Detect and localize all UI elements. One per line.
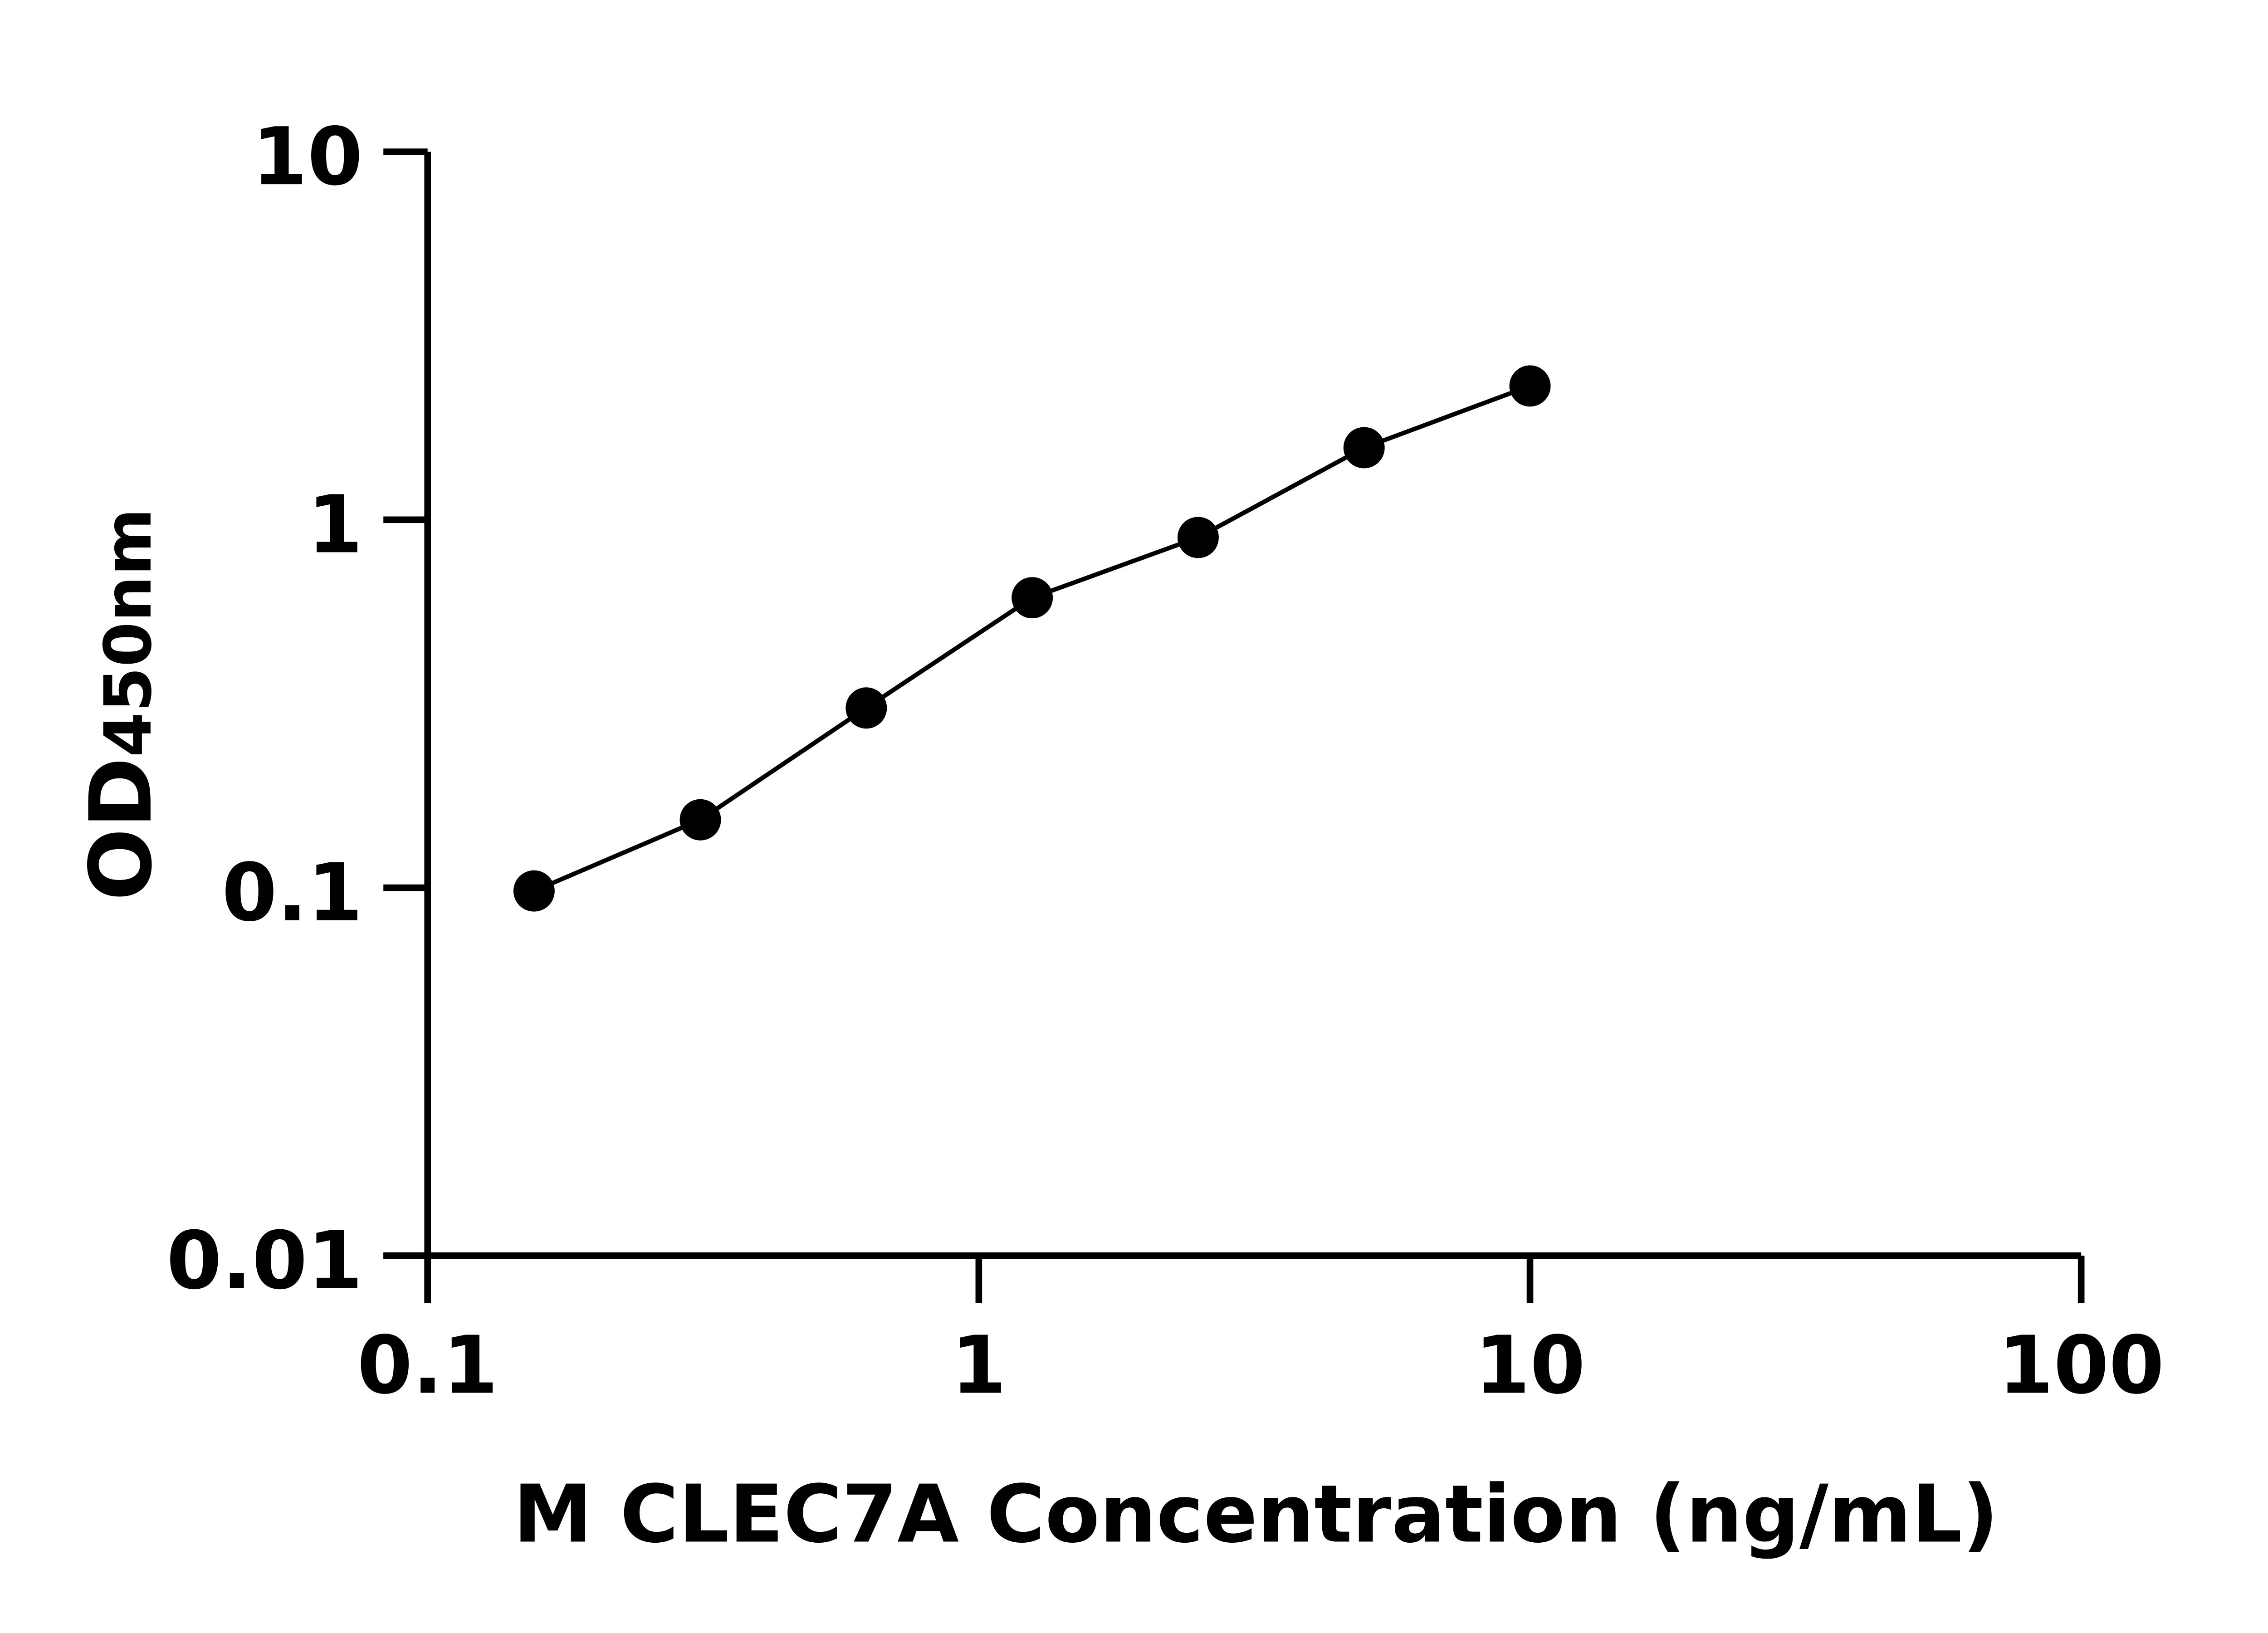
data-point (1343, 427, 1385, 469)
data-point (679, 799, 721, 841)
y-tick-label: 0.01 (166, 1215, 363, 1307)
y-axis-label-sub: 450nm (90, 508, 166, 757)
y-axis-label-main: OD (72, 757, 171, 901)
x-tick-label: 100 (1998, 1319, 2164, 1412)
data-point (513, 870, 555, 912)
y-tick-label: 0.1 (222, 847, 363, 939)
y-tick-label: 1 (308, 479, 363, 571)
tick-labels: 0.01 0.1 1 10 0.1 1 10 100 (166, 111, 2164, 1412)
data-point (846, 687, 887, 729)
data-point (1012, 577, 1053, 619)
x-tick-label: 1 (951, 1319, 1007, 1412)
y-tick-label: 10 (252, 111, 363, 203)
x-tick-label: 0.1 (357, 1319, 498, 1412)
x-tick-label: 10 (1475, 1319, 1585, 1412)
data-point (1177, 517, 1219, 558)
data-points (513, 365, 1551, 912)
x-axis-label: M CLEC7A Concentration (ng/mL) (513, 1468, 1999, 1561)
axes (383, 148, 2085, 1303)
y-axis-label: OD450nm (72, 508, 171, 901)
data-point (1509, 365, 1551, 407)
